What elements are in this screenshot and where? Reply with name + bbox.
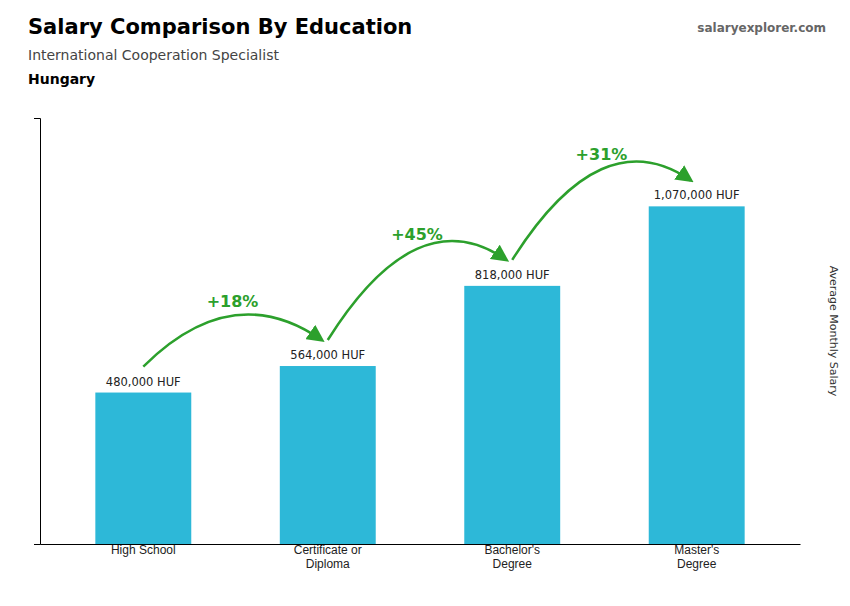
bars — [95, 206, 744, 544]
growth-arrow — [512, 161, 690, 259]
x-tick-label: Bachelor'sDegree — [484, 543, 540, 571]
y-axis — [34, 119, 41, 545]
data-label: 1,070,000 HUF — [654, 188, 740, 202]
growth-label: +31% — [576, 145, 628, 164]
annotations: +18% +45% +31% — [143, 145, 690, 366]
growth-label: +18% — [207, 292, 259, 311]
y-axis-line — [34, 119, 41, 545]
data-label: 818,000 HUF — [475, 268, 550, 282]
subtitle: International Cooperation Specialist — [28, 47, 279, 63]
y-axis-title: Average Monthly Salary — [827, 266, 840, 397]
data-label: 564,000 HUF — [290, 348, 365, 362]
growth-arrow — [328, 241, 506, 340]
x-tick-label: High School — [111, 543, 176, 557]
x-tick: Certificate orDiploma — [294, 543, 362, 571]
brand: salaryexplorer.com — [697, 21, 826, 35]
x-tick: High School — [111, 543, 176, 557]
x-axis: High School Certificate orDiploma Bachelor… — [41, 543, 801, 571]
title: Salary Comparison By Education — [28, 15, 412, 39]
chart: Salary Comparison By Education Internatio… — [0, 0, 850, 606]
growth-label: +45% — [391, 225, 443, 244]
growth-arrow — [143, 314, 321, 366]
data-labels: 480,000 HUF 564,000 HUF 818,000 HUF 1,070,0… — [106, 188, 740, 388]
bar — [280, 366, 376, 544]
country: Hungary — [28, 71, 95, 87]
plot: High School Certificate orDiploma Bachelor… — [34, 119, 801, 571]
bar — [464, 286, 560, 544]
bar — [649, 206, 745, 544]
x-tick-label: Master'sDegree — [674, 543, 719, 571]
x-tick-label: Certificate orDiploma — [294, 543, 362, 571]
x-tick: Bachelor'sDegree — [484, 543, 540, 571]
bar — [95, 393, 191, 544]
x-tick: Master'sDegree — [674, 543, 719, 571]
data-label: 480,000 HUF — [106, 375, 181, 389]
